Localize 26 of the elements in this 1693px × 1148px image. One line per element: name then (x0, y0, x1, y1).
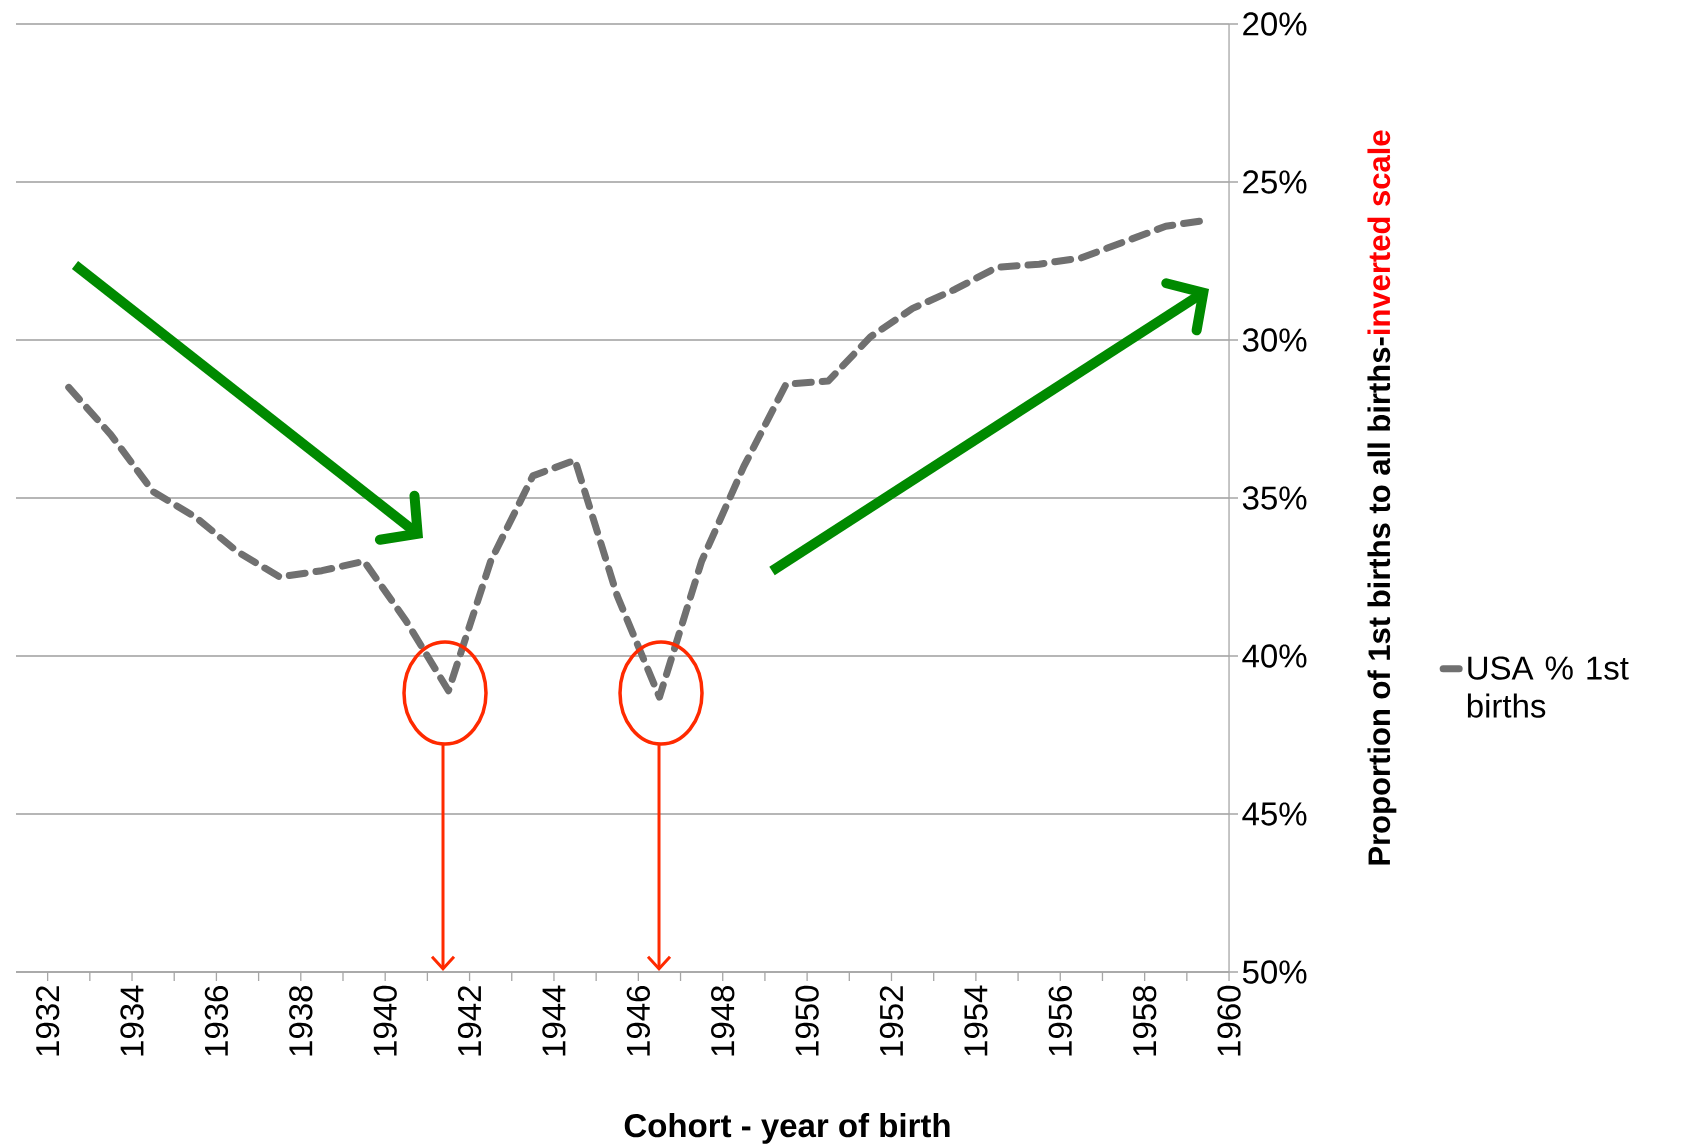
y-tick-label: 35% (1242, 486, 1307, 510)
x-tick-label: 1944 (542, 985, 566, 1056)
x-axis-title: Cohort - year of birth (624, 1113, 950, 1144)
x-tick-label: 1952 (879, 986, 904, 1056)
x-tick-label: 1940 (373, 985, 397, 1056)
x-tick-label: 1958 (1132, 985, 1157, 1056)
y-tick-label: 30% (1242, 328, 1307, 352)
x-tick-label: 1948 (711, 985, 735, 1056)
x-tick-label: 1942 (457, 986, 482, 1056)
x-tick-label: 1946 (626, 986, 651, 1056)
x-tick-label: 1960 (1217, 985, 1241, 1056)
y-tick-label: 20% (1243, 12, 1307, 36)
x-tick-label: 1956 (1048, 986, 1072, 1056)
y-tick-label: 40% (1242, 644, 1307, 668)
x-tick-label: 1934 (120, 985, 144, 1056)
x-tick-label: 1938 (289, 985, 313, 1056)
y-tick-label: 45% (1242, 802, 1307, 826)
y-tick-label: 25% (1243, 170, 1307, 194)
y-tick-label: 50% (1242, 960, 1307, 984)
x-tick-label: 1954 (964, 985, 988, 1056)
x-tick-label: 1932 (35, 986, 60, 1056)
legend-label: USA % 1st births (1467, 656, 1629, 718)
text: inverted scale (1367, 130, 1391, 335)
y-axis-title: Proportion of 1st births to all births- (1367, 337, 1397, 865)
x-tick-label: 1936 (204, 986, 229, 1056)
x-tick-label: 1950 (795, 985, 819, 1056)
